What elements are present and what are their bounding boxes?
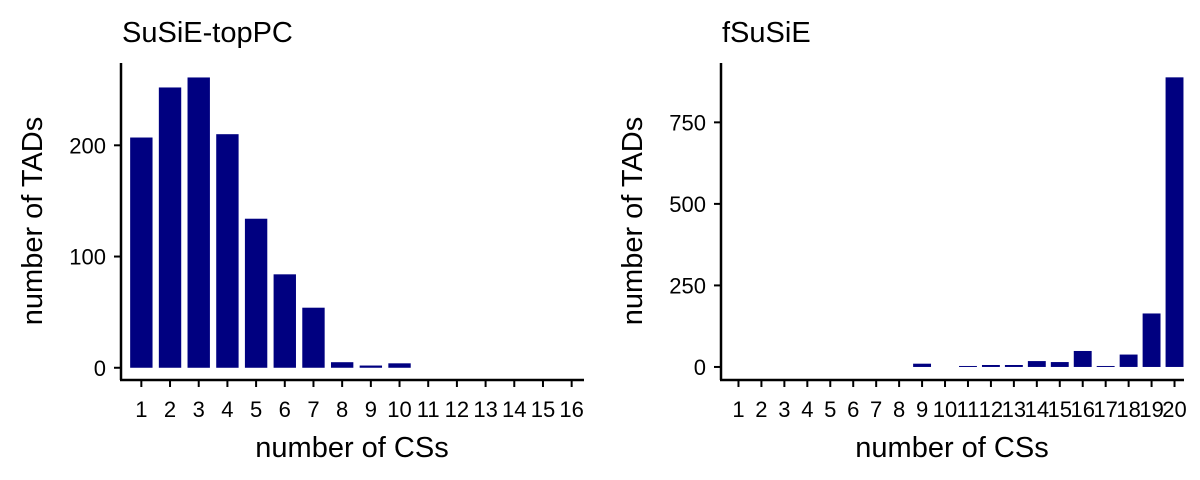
bar-12 [981,365,1000,367]
x-tick-label: 7 [307,397,319,422]
bar-8 [330,362,354,368]
bar-9 [359,365,383,368]
x-tick-label: 10 [387,397,411,422]
x-tick-label: 12 [979,397,1003,422]
y-axis-label: number of TADs [17,117,49,325]
y-tick-label: 0 [94,356,106,381]
x-tick-label: 20 [1162,397,1186,422]
x-tick-label: 1 [732,397,744,422]
x-tick-label: 2 [164,397,176,422]
bar-11 [959,365,977,367]
x-tick-label: 5 [250,397,262,422]
bar-5 [244,218,268,368]
y-axis-ticks: 0 100 200 [69,133,121,381]
bar-20 [1165,77,1184,367]
x-tick-label: 13 [1002,397,1026,422]
x-tick-label: 18 [1116,397,1140,422]
x-axis-label: number of CSs [255,432,448,464]
x-tick-label: 17 [1093,397,1117,422]
x-tick-label: 11 [417,397,440,422]
bar-7 [302,307,325,368]
y-tick-label: 0 [694,355,706,380]
x-tick-label: 2 [755,397,767,422]
x-tick-label: 3 [193,397,205,422]
x-tick-label: 19 [1139,397,1163,422]
bar-9 [913,363,932,367]
x-tick-label: 15 [1048,397,1072,422]
y-tick-label: 100 [69,245,106,270]
chart-title: SuSiE-topPC [122,17,293,49]
x-tick-label: 15 [531,397,555,422]
x-tick-label: 16 [559,397,583,422]
bar-10 [388,363,411,368]
x-tick-label: 4 [801,397,813,422]
bar-13 [1004,365,1023,367]
y-tick-label: 250 [669,273,706,298]
bar-4 [216,134,239,368]
bar-1 [130,137,153,368]
y-tick-label: 500 [669,192,706,217]
y-tick-label: 200 [69,133,106,158]
bar-18 [1119,354,1138,367]
x-tick-label: 6 [279,397,291,422]
x-tick-label: 16 [1070,397,1094,422]
x-tick-label: 5 [824,397,836,422]
x-tick-label: 9 [365,397,377,422]
bar-17 [1096,365,1115,367]
chart-panel-susie-toppc: SuSiE-topPC number of CSs number of TADs… [17,17,584,464]
x-tick-label: 10 [933,397,957,422]
x-tick-label: 9 [916,397,928,422]
x-tick-label: 3 [778,397,790,422]
x-tick-label: 7 [870,397,882,422]
x-tick-label: 12 [445,397,469,422]
bar-16 [1073,350,1092,367]
bar-3 [187,77,210,368]
chart-panel-fsusie: fSuSiE number of CSs number of TADs 0250… [617,17,1187,464]
x-tick-label: 14 [1025,397,1049,422]
x-tick-label: 13 [473,397,497,422]
x-axis-label: number of CSs [855,432,1048,464]
bar-group [913,77,1184,367]
bar-19 [1142,313,1161,367]
y-tick-label: 750 [669,110,706,135]
y-axis-label: number of TADs [617,117,649,325]
bar-group [130,77,411,368]
x-tick-label: 4 [221,397,233,422]
chart-title: fSuSiE [722,17,811,49]
bar-6 [273,274,296,368]
x-tick-label: 14 [502,397,526,422]
x-tick-label: 8 [893,397,905,422]
x-axis-ticks: 1 2 3 4 5 6 7 8 9 10 11 12 13 14 15 16 [135,380,584,422]
y-axis-ticks: 0 250 500 750 [669,110,721,380]
bar-14 [1027,361,1046,367]
x-tick-label: 6 [847,397,859,422]
x-tick-label: 8 [336,397,348,422]
bar-15 [1050,362,1069,367]
x-tick-label: 11 [957,397,980,422]
x-tick-label: 1 [135,397,147,422]
bar-2 [158,87,182,368]
